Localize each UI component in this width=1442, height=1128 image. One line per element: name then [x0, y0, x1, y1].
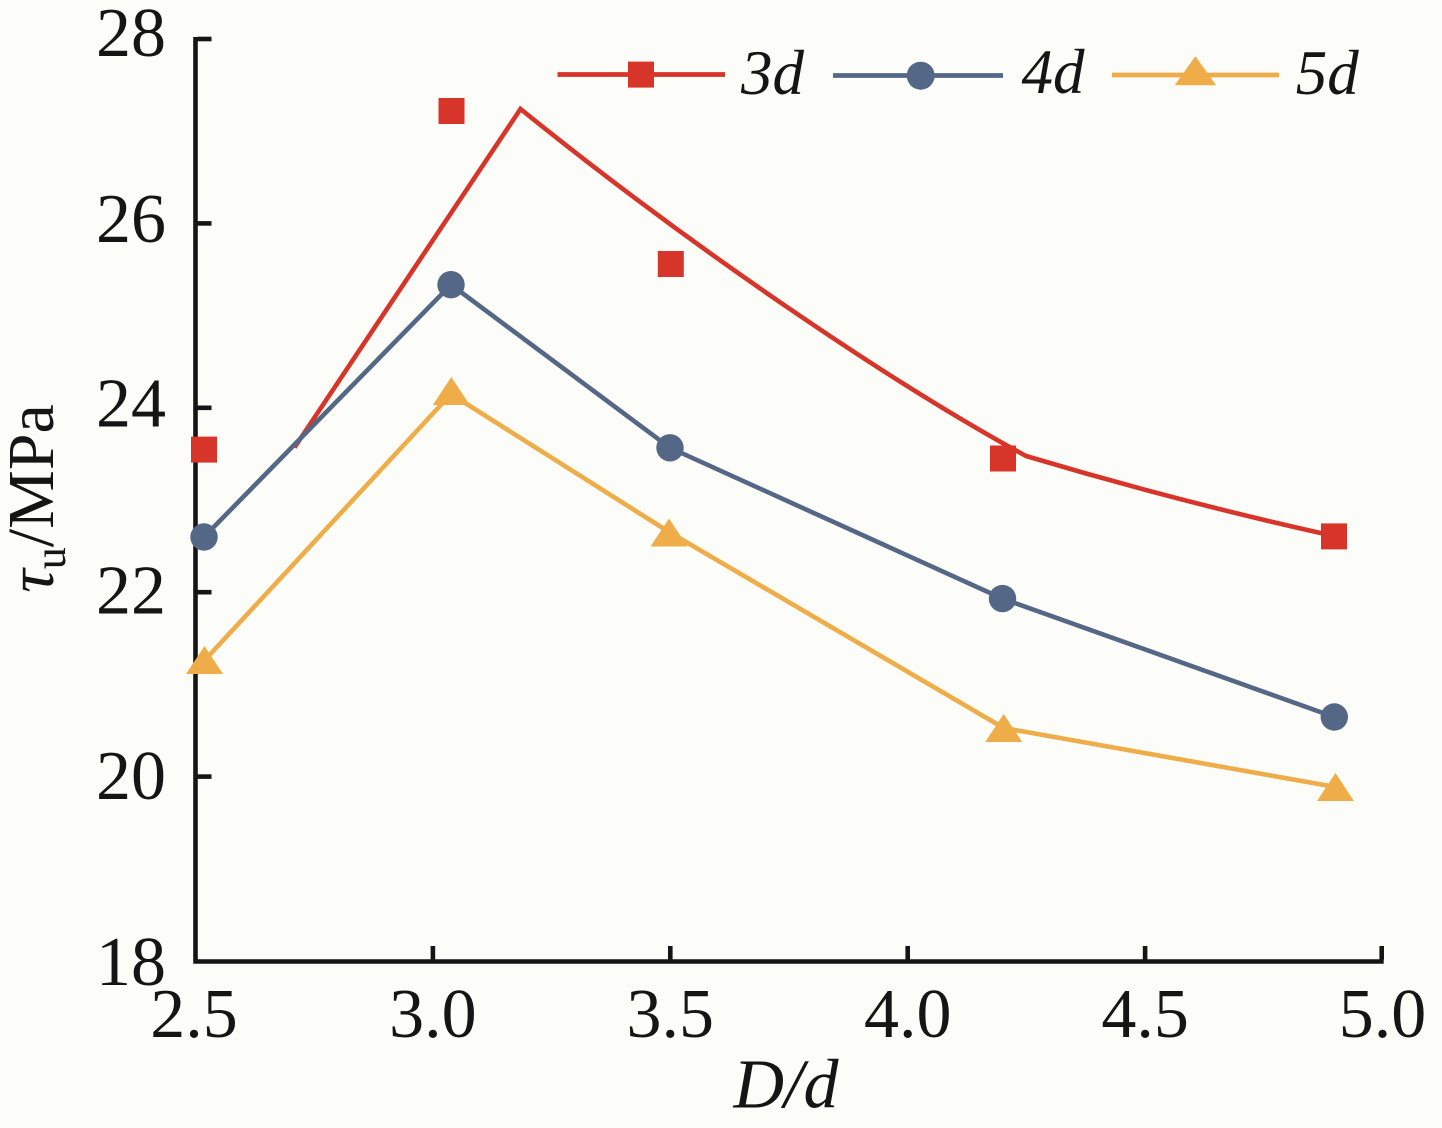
svg-text:18: 18	[96, 924, 166, 1001]
svg-text:4.0: 4.0	[864, 976, 952, 1053]
svg-text:2.5: 2.5	[150, 976, 238, 1053]
svg-text:26: 26	[96, 181, 166, 258]
svg-text:3.5: 3.5	[627, 976, 715, 1053]
svg-text:4d: 4d	[1022, 37, 1086, 107]
svg-text:τu/MPa: τu/MPa	[0, 404, 75, 593]
svg-text:5d: 5d	[1296, 38, 1360, 108]
svg-text:3.0: 3.0	[389, 976, 477, 1053]
svg-text:28: 28	[96, 0, 166, 72]
svg-text:5.0: 5.0	[1339, 976, 1427, 1053]
svg-text:20: 20	[96, 738, 166, 815]
svg-text:4.5: 4.5	[1101, 976, 1189, 1053]
svg-text:D/d: D/d	[733, 1047, 840, 1124]
svg-text:3d: 3d	[740, 38, 805, 108]
svg-text:22: 22	[96, 552, 166, 629]
svg-text:24: 24	[96, 366, 166, 443]
